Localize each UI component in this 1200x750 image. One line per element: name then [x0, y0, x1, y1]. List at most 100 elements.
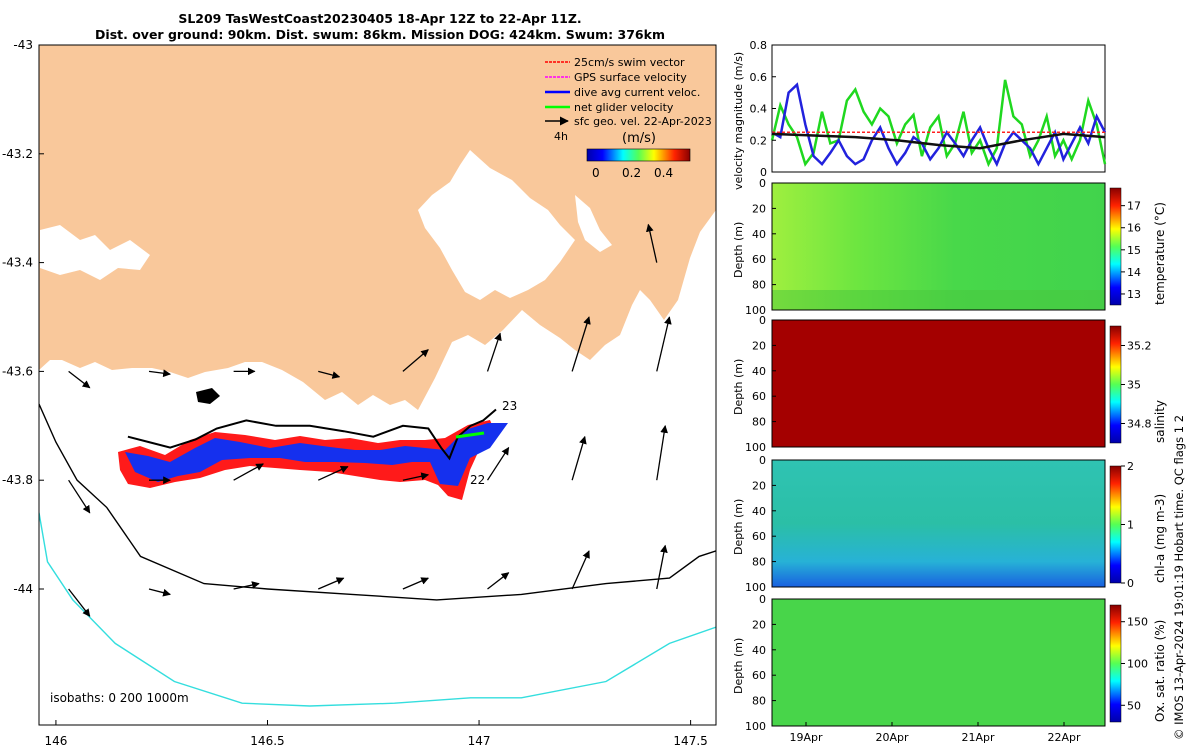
oxygen-cbar-label-50: 50 [1127, 699, 1141, 712]
geo-vector-3 [318, 370, 341, 379]
chla-cbar-label-0: 0 [1127, 577, 1134, 590]
temperature-cbar-label-14: 14 [1127, 266, 1141, 279]
velocity-ylabel: velocity magnitude (m/s) [732, 52, 745, 190]
velocity-series-1 [771, 82, 1107, 168]
inlet-water [575, 195, 612, 252]
geo-vector-22 [487, 572, 510, 590]
oxygen-ytick-label-40: 40 [752, 644, 766, 657]
geo-vector-1 [148, 369, 171, 378]
map-ytick-label--43.2: -43.2 [2, 147, 33, 161]
geo-vector-7 [656, 316, 672, 372]
bay-water [40, 225, 150, 280]
chla-ytick-label-100: 100 [745, 581, 766, 594]
geo-vector-12 [317, 465, 349, 481]
salinity-ytick-label-80: 80 [752, 416, 766, 429]
map-legend: 25cm/s swim vector GPS surface velocity … [545, 56, 712, 180]
speed-tick-0: 0 [592, 166, 600, 180]
credit-text: © IMOS 13-Apr-2024 19:01:19 Hobart time.… [1172, 414, 1186, 740]
map-plot-area [39, 45, 716, 725]
geo-vector-19 [233, 581, 260, 590]
geo-vector-20 [318, 577, 345, 590]
geo-vector-6 [571, 316, 591, 372]
temperature-deep-layer [772, 290, 1105, 310]
map-frame [38, 44, 717, 726]
temperature-cbar-label-17: 17 [1127, 200, 1141, 213]
temperature-frame [771, 182, 1106, 311]
legend-gps-label: GPS surface velocity [574, 71, 687, 84]
oxygen-ytick-label-100: 100 [745, 720, 766, 733]
map-axes: 146 146.5 147 147.5 -43 -43.2 -43.4 -43.6 -43.8 -… [2, 38, 708, 748]
chla-ytick-label-20: 20 [752, 479, 766, 492]
time-xtick-label-21Apr: 21Apr [961, 731, 995, 744]
map-ytick-label--43: -43 [13, 38, 33, 52]
salinity-ytick-label-0: 0 [759, 314, 766, 327]
geo-vector-4 [402, 349, 429, 372]
legend-swim-label: 25cm/s swim vector [574, 56, 685, 69]
velocity-ytick-label-0: 0 [760, 166, 767, 179]
temperature-field [772, 183, 1105, 310]
oxygen-ytick-label-20: 20 [752, 618, 766, 631]
oxygen-colorbar [1109, 604, 1122, 723]
velocity-axes: 0 0.2 0.4 0.6 0.8 [750, 39, 776, 179]
net-velocity-segment [455, 431, 485, 439]
chart-title-line1: SL209 TasWestCoast20230405 18-Apr 12Z to… [178, 11, 582, 26]
velocity-frame [771, 44, 1106, 173]
oxygen-field [772, 599, 1105, 726]
temperature-ylabel: Depth (m) [732, 222, 745, 278]
velocity-ytick-label-0.8: 0.8 [750, 39, 768, 52]
geo-vector-18 [148, 588, 171, 597]
island [196, 388, 220, 404]
geo-vector-23 [571, 550, 590, 590]
geo-vector-13 [402, 472, 430, 481]
velocity-series [770, 79, 1107, 168]
salinity-frame [771, 319, 1106, 448]
salinity-colorbar [1109, 325, 1122, 444]
velocity-ytick-label-0.4: 0.4 [750, 103, 768, 116]
geo-vector-14 [486, 446, 510, 481]
oxygen-ylabel: Depth (m) [732, 638, 745, 694]
chla-field [772, 460, 1105, 587]
chart-title-line2: Dist. over ground: 90km. Dist. swum: 86k… [95, 27, 665, 42]
temperature-cbar-label-15: 15 [1127, 244, 1141, 257]
temperature-panel [771, 182, 1122, 311]
map-xtick-label-147.5: 147.5 [673, 734, 707, 748]
temperature-ytick-label-20: 20 [752, 202, 766, 215]
temperature-ytick-label-60: 60 [752, 253, 766, 266]
geo-vector-8 [646, 223, 658, 263]
land-mass [39, 45, 716, 410]
map-xtick-label-146: 146 [44, 734, 67, 748]
salinity-ytick-label-20: 20 [752, 339, 766, 352]
time-xtick-label-20Apr: 20Apr [875, 731, 909, 744]
speed-tick-0.2: 0.2 [622, 166, 641, 180]
chla-cbar-label-2: 2 [1127, 460, 1134, 473]
salinity-ylabel: Depth (m) [732, 359, 745, 415]
map-ytick-label--43.4: -43.4 [2, 256, 33, 270]
chla-ytick-label-40: 40 [752, 505, 766, 518]
chla-ytick-label-80: 80 [752, 556, 766, 569]
legend-net-label: net glider velocity [574, 101, 674, 114]
map-ytick-label--43.8: -43.8 [2, 473, 33, 487]
oxygen-ytick-label-80: 80 [752, 695, 766, 708]
day-label-23: 23 [502, 399, 517, 413]
chla-cbar-title: chl-a (mg m-3) [1153, 494, 1167, 583]
speed-colorbar [586, 148, 691, 162]
chla-cbar-label-1: 1 [1127, 519, 1134, 532]
oxygen-cbar-label-100: 100 [1127, 658, 1148, 671]
temperature-ytick-label-40: 40 [752, 228, 766, 241]
geo-vector-17 [68, 588, 91, 617]
temperature-ytick-label-0: 0 [759, 177, 766, 190]
time-xtick-label-22Apr: 22Apr [1047, 731, 1081, 744]
chla-ytick-label-0: 0 [759, 454, 766, 467]
legend-sfc-label: sfc geo. vel. 22-Apr-2023 [574, 115, 712, 128]
salinity-cbar-title: salinity [1153, 400, 1167, 443]
velocity-panel: 0 0.2 0.4 0.6 0.8 velocity magnitude (m/s) [732, 39, 1107, 190]
map-xtick-label-147: 147 [468, 734, 491, 748]
speed-bar-label: (m/s) [622, 131, 656, 146]
time-xtick-label-19Apr: 19Apr [789, 731, 823, 744]
chla-frame [771, 459, 1106, 588]
salinity-ytick-label-60: 60 [752, 390, 766, 403]
geo-vector-9 [68, 479, 91, 514]
surface-geo-velocity-vectors [68, 223, 672, 617]
